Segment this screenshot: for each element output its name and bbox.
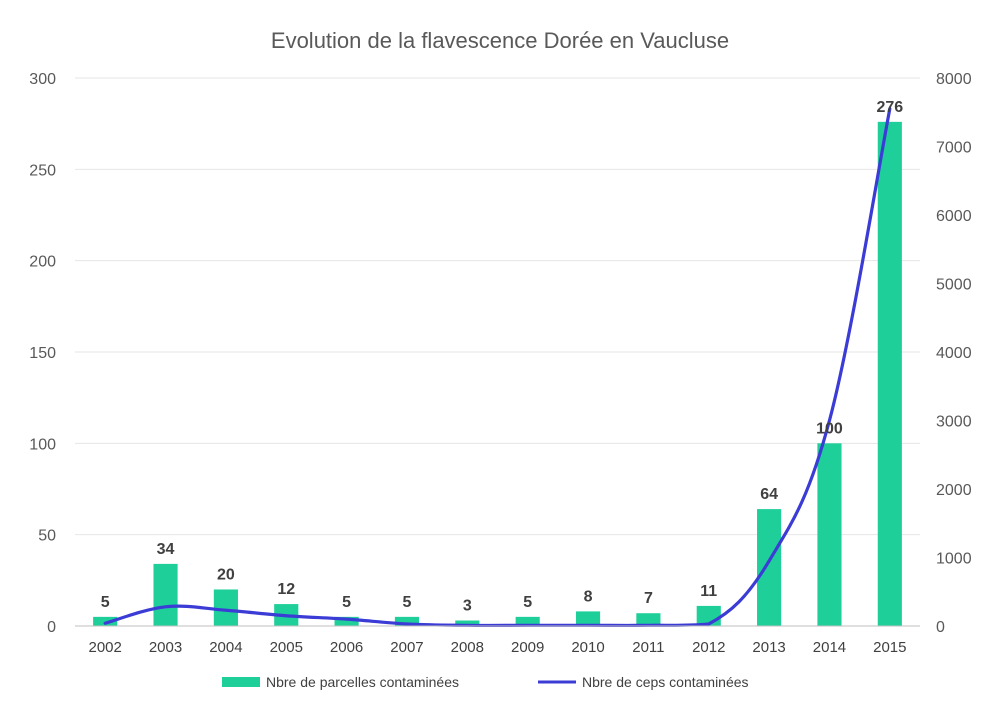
y-right-tick-label: 7000 xyxy=(936,140,972,157)
x-tick-label: 2004 xyxy=(209,639,242,656)
legend-label-bars: Nbre de parcelles contaminées xyxy=(266,674,459,690)
y-left-tick-label: 0 xyxy=(47,619,56,636)
x-tick-label: 2014 xyxy=(813,639,846,656)
y-right-tick-label: 2000 xyxy=(936,482,972,499)
data-labels: 5 34 20 12 5 5 3 5 8 7 11 64 100 276 xyxy=(101,99,904,615)
y-axis-right: 0 1000 2000 3000 4000 5000 6000 7000 8000 xyxy=(936,71,972,636)
bar-data-label: 5 xyxy=(403,594,412,611)
y-left-tick-label: 200 xyxy=(29,254,56,271)
chart-title: Evolution de la flavescence Dorée en Vau… xyxy=(271,28,729,53)
y-right-tick-label: 0 xyxy=(936,619,945,636)
y-right-tick-label: 1000 xyxy=(936,551,972,568)
x-tick-label: 2013 xyxy=(752,639,785,656)
x-tick-label: 2008 xyxy=(451,639,484,656)
y-left-tick-label: 50 xyxy=(38,528,56,545)
y-right-tick-label: 8000 xyxy=(936,71,972,88)
x-axis: 2002 2003 2004 2005 2006 2007 2008 2009 2010 2011… xyxy=(75,625,920,656)
bar xyxy=(817,443,842,626)
bar xyxy=(394,616,420,626)
legend-label-line: Nbre de ceps contaminées xyxy=(582,674,749,690)
x-tick-label: 2011 xyxy=(632,639,664,656)
x-tick-label: 2002 xyxy=(88,639,121,656)
bar-data-label: 5 xyxy=(523,594,532,611)
bar-data-label: 7 xyxy=(644,590,653,607)
bar-data-label: 34 xyxy=(157,541,175,558)
bar-data-label: 12 xyxy=(277,581,295,598)
bar-data-label: 3 xyxy=(463,598,472,615)
x-tick-label: 2015 xyxy=(873,639,906,656)
bar-data-label: 11 xyxy=(700,583,717,600)
x-tick-label: 2009 xyxy=(511,639,544,656)
y-left-tick-label: 100 xyxy=(29,436,56,453)
x-tick-label: 2007 xyxy=(390,639,423,656)
bar-data-label: 100 xyxy=(816,420,843,437)
bar xyxy=(455,620,480,626)
legend-swatch-bars xyxy=(222,677,260,687)
bar xyxy=(153,563,178,626)
x-tick-label: 2003 xyxy=(149,639,182,656)
legend: Nbre de parcelles contaminées Nbre de ce… xyxy=(222,674,749,690)
bar xyxy=(636,613,661,626)
y-right-tick-label: 5000 xyxy=(936,277,972,294)
y-right-tick-label: 4000 xyxy=(936,345,972,362)
x-tick-label: 2010 xyxy=(571,639,604,656)
bar-data-label: 8 xyxy=(584,588,593,605)
ceps-line xyxy=(103,107,892,628)
line-series xyxy=(103,107,892,628)
y-right-tick-label: 6000 xyxy=(936,208,972,225)
bar xyxy=(877,121,902,626)
x-tick-label: 2012 xyxy=(692,639,725,656)
bar-data-label: 276 xyxy=(876,99,903,116)
x-tick-label: 2006 xyxy=(330,639,363,656)
bar xyxy=(515,616,540,626)
y-axis-left: 0 50 100 150 200 250 300 xyxy=(29,71,56,636)
bar xyxy=(575,611,601,626)
gridlines xyxy=(75,77,920,627)
x-tick-label: 2005 xyxy=(270,639,303,656)
bar-data-label: 20 xyxy=(217,566,235,583)
y-left-tick-label: 150 xyxy=(29,345,56,362)
bars xyxy=(93,121,902,626)
bar xyxy=(93,616,118,626)
bar-data-label: 5 xyxy=(342,594,351,611)
bar xyxy=(213,589,238,626)
bar xyxy=(334,616,359,626)
y-left-tick-label: 300 xyxy=(29,71,56,88)
bar xyxy=(757,509,782,626)
bar-data-label: 5 xyxy=(101,594,110,611)
y-right-tick-label: 3000 xyxy=(936,414,972,431)
bar-data-label: 64 xyxy=(760,486,778,503)
y-left-tick-label: 250 xyxy=(29,162,56,179)
